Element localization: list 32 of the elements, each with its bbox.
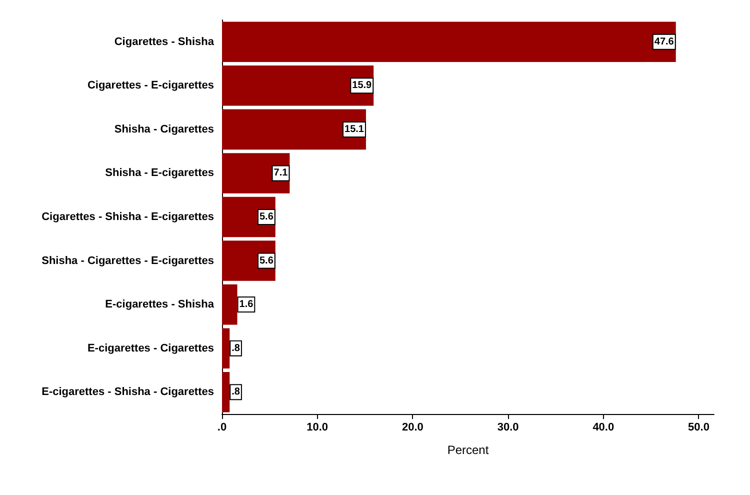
y-tick-label: Cigarettes - E-cigarettes [87,80,214,92]
x-axis-title: Percent [447,443,490,457]
bar [222,109,366,150]
x-tick-label: 20.0 [402,422,424,434]
bar [222,153,290,194]
data-label: 15.1 [344,124,364,135]
x-tick-label: .0 [217,422,227,434]
bar [222,328,230,368]
y-tick-label: Cigarettes - Shisha [114,36,215,48]
bar [222,372,230,412]
bar [222,66,374,106]
x-tick-label: 40.0 [592,422,614,434]
y-tick-label: Shisha - Cigarettes [114,123,214,136]
data-label: 1.6 [239,299,254,310]
y-tick-label: Cigarettes - Shisha - E-cigarettes [42,211,214,223]
y-tick-label: E-cigarettes - Cigarettes [87,342,214,354]
data-label: .8 [232,342,240,354]
y-tick-label: Shisha - E-cigarettes [105,167,214,180]
y-tick-label: Shisha - Cigarettes - E-cigarettes [42,254,214,267]
x-tick-label: 10.0 [306,422,328,434]
y-tick-label: E-cigarettes - Shisha - Cigarettes [42,386,214,398]
data-label: 15.9 [352,80,372,92]
x-tick-label: 50.0 [688,422,710,434]
data-label: .8 [232,386,240,398]
data-label: 5.6 [259,255,274,266]
y-tick-label: E-cigarettes - Shisha [105,298,215,311]
bar [222,22,676,62]
data-label: 5.6 [259,212,274,222]
data-label: 47.6 [654,36,674,48]
data-label: 7.1 [274,168,288,179]
bar [222,284,238,325]
x-tick-label: 30.0 [497,422,519,434]
